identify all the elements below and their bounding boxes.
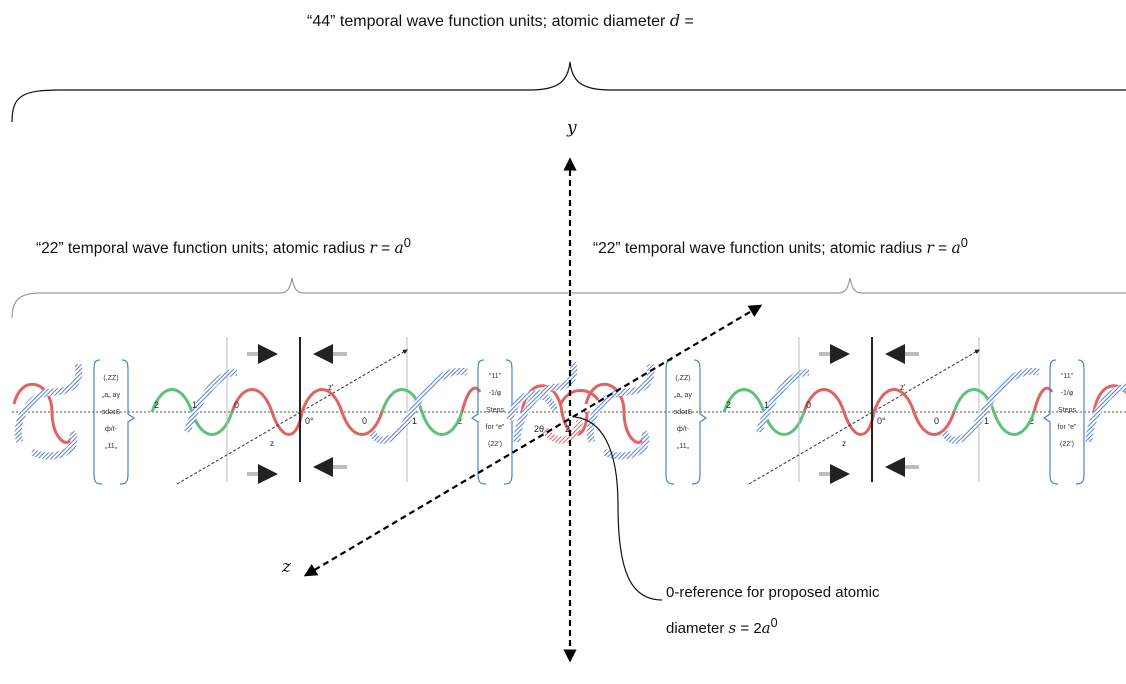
title-var: d: [669, 11, 681, 30]
right-panel-box-text-b: “11” -1/φ Steps for “e” (22’): [1058, 373, 1077, 448]
right-radius-sup: 0: [960, 235, 968, 250]
annotation-line-1: 0-reference for proposed atomic: [666, 584, 880, 601]
box-text-line: ф/t-: [677, 426, 690, 433]
box-text-line: (22’): [1060, 441, 1074, 448]
right-radius-label: “22” temporal wave function units; atomi…: [593, 235, 968, 258]
zero-reference-annotation: 0-reference for proposed atomic diameter…: [666, 578, 879, 644]
box-text-line: (,ZZ): [675, 375, 690, 382]
right-radius-eq: =: [933, 240, 952, 258]
box-text-line: -1/φ: [1061, 390, 1074, 397]
box-text-line: Steps: [486, 407, 504, 414]
left-panel-box-text-b: “11” -1/φ Steps for “e” (22’): [486, 373, 505, 448]
box-text-line: Steps: [1058, 407, 1076, 414]
box-text-line: „a„ ay: [102, 392, 120, 399]
y-axis-label: y: [567, 118, 577, 138]
left-panel-box-text: (,ZZ) „a„ ay sdəɪS ф/t- „11„: [102, 375, 121, 450]
diagram-title: “44” temporal wave function units; atomi…: [307, 11, 694, 31]
box-text-line: for “e”: [486, 424, 505, 431]
left-radius-brace: [11, 277, 568, 319]
box-text-line: (22’): [488, 441, 502, 448]
left-radius-sup: 0: [403, 235, 411, 250]
box-text-line: “11”: [489, 373, 502, 380]
left-radius-prefix: “22” temporal wave function units; atomi…: [36, 240, 370, 258]
box-text-line: ф/t-: [105, 426, 118, 433]
right-radius-brace: [572, 277, 1126, 294]
box-text-line: sdəɪS: [102, 409, 121, 416]
right-wave-panel: [584, 337, 1126, 484]
box-text-line: “11”: [1061, 373, 1074, 380]
title-suffix: =: [680, 13, 694, 30]
center-tick-2theta: 2θ: [534, 424, 544, 434]
left-radius-var: r: [369, 239, 377, 258]
left-radius-eq: =: [376, 240, 395, 258]
box-text-line: (,ZZ): [103, 375, 118, 382]
z-axis-label: z: [282, 557, 291, 577]
box-text-line: „a„ ay: [674, 392, 692, 399]
box-text-line: „11„: [105, 443, 118, 450]
left-radius-base: a: [394, 239, 404, 258]
diameter-brace: [11, 61, 1126, 123]
box-text-line: „11„: [677, 443, 690, 450]
title-prefix: “44” temporal wave function units; atomi…: [307, 13, 670, 30]
right-radius-prefix: “22” temporal wave function units; atomi…: [593, 240, 927, 258]
box-text-line: -1/φ: [489, 390, 502, 397]
right-radius-base: a: [951, 239, 961, 258]
annotation-line-2: diameter s = 2a0: [666, 616, 778, 637]
box-text-line: for “e”: [1058, 424, 1077, 431]
right-panel-box-text: (,ZZ) „a„ ay sdəɪS ф/t- „11„: [674, 375, 693, 450]
annotation-pointer: [574, 416, 663, 601]
box-text-line: sdəɪS: [674, 409, 693, 416]
left-radius-label: “22” temporal wave function units; atomi…: [36, 235, 411, 258]
right-radius-var: r: [926, 239, 934, 258]
z-axis: [303, 304, 763, 577]
